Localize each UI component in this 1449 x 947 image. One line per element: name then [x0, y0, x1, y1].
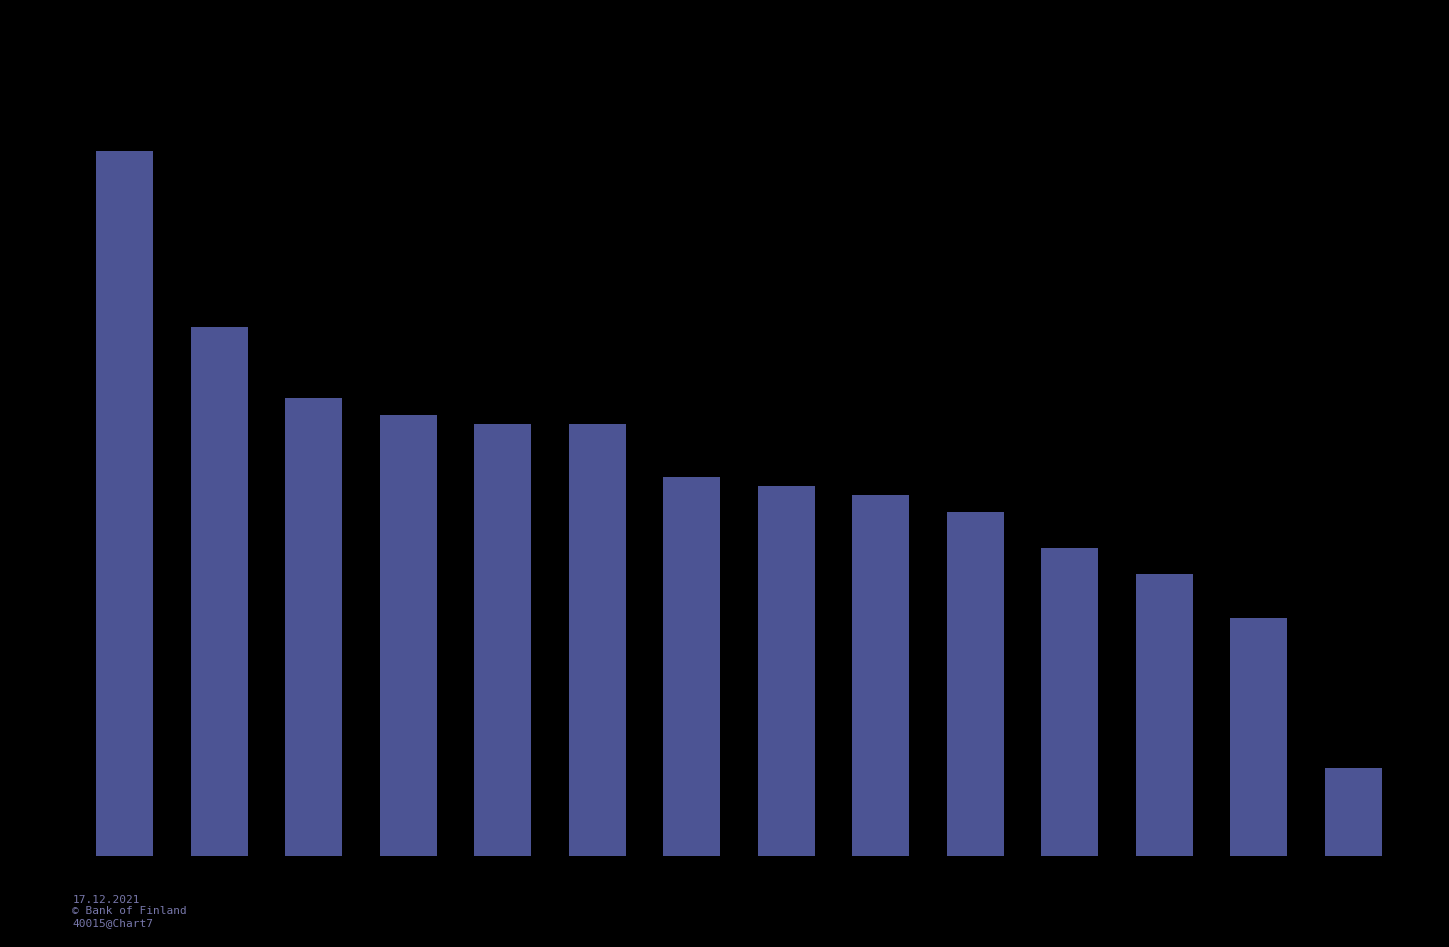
Bar [1324, 768, 1382, 856]
Bar [96, 151, 154, 856]
Bar [191, 327, 248, 856]
Bar [758, 486, 814, 856]
Bar [852, 494, 909, 856]
Bar [569, 424, 626, 856]
Bar [380, 415, 436, 856]
Bar [474, 424, 530, 856]
Bar [285, 398, 342, 856]
Text: 17.12.2021
© Bank of Finland
40015@Chart7: 17.12.2021 © Bank of Finland 40015@Chart… [72, 895, 187, 928]
Bar [1042, 547, 1098, 856]
Bar [664, 477, 720, 856]
Bar [948, 512, 1004, 856]
Bar [1136, 574, 1193, 856]
Bar [1230, 618, 1287, 856]
